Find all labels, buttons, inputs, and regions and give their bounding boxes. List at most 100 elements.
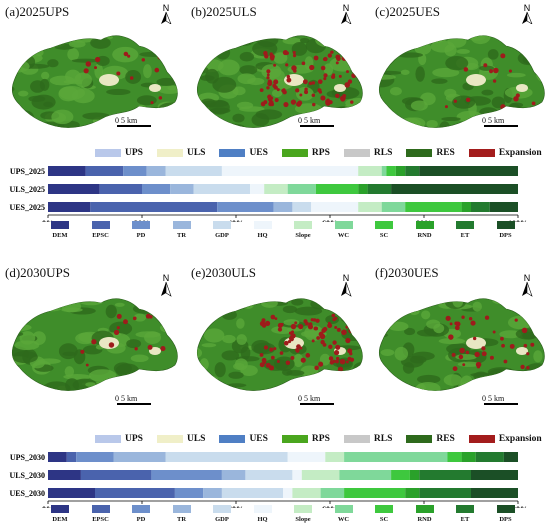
factor-label: DPS: [499, 232, 512, 239]
bar-segment-slope: [301, 470, 340, 480]
expansion-dot: [294, 321, 298, 325]
scale-label: 0 5 km: [298, 394, 321, 403]
expansion-dot: [313, 55, 319, 61]
expansion-dot: [353, 62, 357, 67]
expansion-dot: [334, 326, 338, 330]
legend-swatch: [95, 435, 121, 443]
urban-area: [516, 347, 528, 355]
legend-swatch: [156, 435, 183, 443]
expansion-dot: [269, 54, 275, 60]
expansion-dot: [320, 65, 326, 71]
expansion-dot: [349, 357, 355, 362]
factor-label: Slope: [295, 232, 311, 239]
factor-swatch: [456, 505, 474, 513]
land-patch: [352, 301, 363, 310]
legend-swatch: [281, 149, 308, 157]
expansion-dot: [267, 82, 272, 86]
expansion-dot: [290, 323, 297, 330]
bar-segment-sc: [405, 202, 462, 212]
land-patch: [509, 373, 529, 386]
land-patch: [197, 46, 219, 51]
land-patch: [197, 310, 206, 325]
land-patch: [499, 330, 522, 339]
land-patch: [136, 95, 157, 106]
land-patch: [402, 362, 415, 374]
expansion-dot: [465, 97, 471, 103]
land-patch: [273, 52, 288, 64]
legend-swatch: [281, 435, 308, 443]
legend-swatch: [343, 149, 370, 157]
land-patch: [379, 299, 384, 307]
expansion-dot: [312, 102, 316, 107]
expansion-dot: [492, 79, 497, 83]
expansion-dot: [453, 99, 457, 103]
land-patch: [404, 117, 426, 128]
expansion-dot: [341, 330, 345, 334]
expansion-dot: [481, 351, 487, 357]
bar-segment-wc: [320, 488, 345, 498]
bar-segment-slope: [292, 488, 321, 498]
land-patch: [214, 362, 226, 378]
expansion-dot: [348, 328, 354, 334]
land-patch: [159, 322, 178, 333]
expansion-dot: [277, 327, 283, 332]
land-patch: [221, 350, 240, 361]
factor-swatch: [375, 221, 393, 229]
x-axis-tick-label: 100%: [508, 505, 528, 508]
expansion-dot: [340, 97, 346, 102]
map-2030-ues: [378, 298, 545, 391]
land-patch: [41, 71, 50, 80]
expansion-dot: [299, 346, 303, 350]
legend-item: UPS: [95, 148, 143, 158]
land-patch: [141, 298, 161, 304]
land-patch: [32, 38, 46, 43]
expansion-dot: [311, 339, 315, 343]
land-patch: [413, 298, 435, 301]
factor-label: PD: [136, 516, 146, 523]
legend-item: RLS: [343, 148, 392, 158]
expansion-dot: [295, 348, 299, 352]
map-2025-ues: [378, 35, 545, 128]
expansion-dot: [290, 355, 295, 360]
expansion-dot: [318, 361, 324, 367]
expansion-dot: [336, 56, 341, 62]
land-patch: [291, 298, 304, 306]
land-patch: [130, 354, 149, 363]
land-patch: [217, 59, 240, 76]
land-patch: [215, 44, 231, 60]
land-patch: [533, 350, 543, 363]
bar-segment-wc: [381, 202, 406, 212]
land-patch: [388, 385, 397, 391]
factor-swatch: [415, 221, 434, 229]
land-patch: [90, 36, 111, 49]
scale-bar: 0 5 km: [298, 394, 334, 405]
expansion-dot: [283, 101, 289, 108]
north-arrow-icon: N: [161, 273, 172, 297]
expansion-dot: [344, 82, 350, 88]
bar-category-label: ULS_2025: [9, 185, 45, 194]
legend-swatch: [343, 435, 370, 443]
bar-segment-wc: [344, 452, 448, 462]
expansion-dot: [116, 326, 120, 330]
factor-swatch: [172, 505, 191, 513]
land-patch: [74, 298, 101, 304]
land-patch: [12, 351, 38, 364]
expansion-dot: [349, 323, 353, 327]
expansion-dot: [292, 50, 296, 55]
land-patch: [517, 298, 535, 312]
expansion-dot: [468, 316, 473, 321]
expansion-dot: [309, 64, 315, 71]
land-patch: [12, 110, 17, 125]
land-patch: [455, 353, 477, 360]
expansion-dot: [265, 320, 271, 326]
bar-segment-sc: [386, 166, 396, 176]
land-patch: [379, 74, 396, 80]
factor-swatch: [132, 221, 150, 229]
expansion-dot: [332, 340, 337, 345]
expansion-dot: [331, 313, 336, 318]
expansion-dot: [127, 54, 131, 58]
bar-category-label: UPS_2030: [10, 453, 45, 462]
expansion-dot: [472, 336, 477, 341]
expansion-dot: [274, 97, 279, 103]
land-patch: [415, 66, 425, 82]
